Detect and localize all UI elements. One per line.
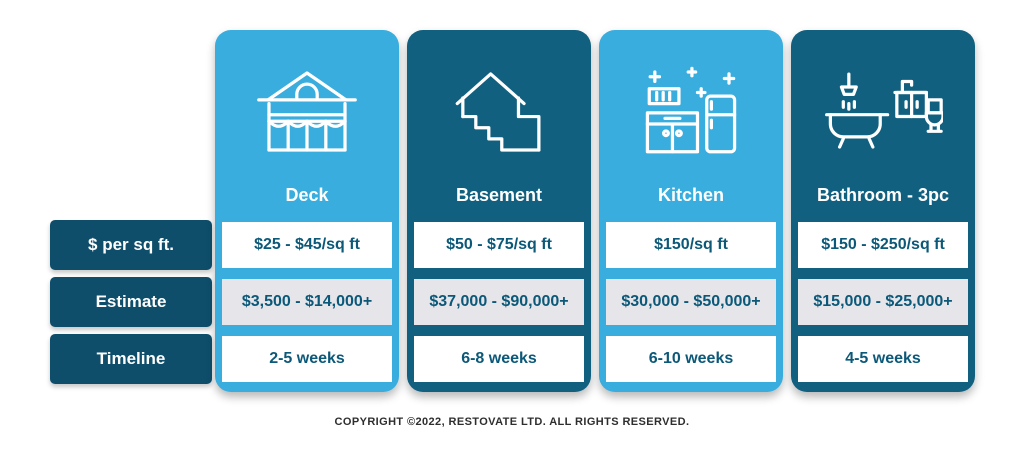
basement-estimate-value: $37,000 - $90,000+ <box>412 277 586 327</box>
column-card-basement: Basement $50 - $75/sq ft $37,000 - $90,0… <box>407 30 591 392</box>
kitchen-icon <box>640 30 742 185</box>
basement-icon <box>448 30 550 185</box>
bathroom-icon <box>823 30 943 185</box>
column-title-deck: Deck <box>285 185 329 205</box>
deck-timeline-value: 2-5 weeks <box>220 334 394 384</box>
bathroom-header: Bathroom - 3pc <box>796 30 970 214</box>
column-card-bathroom: Bathroom - 3pc $150 - $250/sq ft $15,000… <box>791 30 975 392</box>
basement-cells: $50 - $75/sq ft $37,000 - $90,000+ 6-8 w… <box>412 214 586 384</box>
deck-cells: $25 - $45/sq ft $3,500 - $14,000+ 2-5 we… <box>220 214 394 384</box>
row-label-timeline: Timeline <box>50 334 212 384</box>
column-title-basement: Basement <box>455 185 543 205</box>
bathroom-cells: $150 - $250/sq ft $15,000 - $25,000+ 4-5… <box>796 214 970 384</box>
copyright-text: COPYRIGHT ©2022, RESTOVATE LTD. ALL RIGH… <box>334 416 690 428</box>
bathroom-estimate-value: $15,000 - $25,000+ <box>796 277 970 327</box>
basement-per-sqft-value: $50 - $75/sq ft <box>412 220 586 270</box>
kitchen-cells: $150/sq ft $30,000 - $50,000+ 6-10 weeks <box>604 214 778 384</box>
basement-timeline-value: 6-8 weeks <box>412 334 586 384</box>
kitchen-timeline-value: 6-10 weeks <box>604 334 778 384</box>
basement-header: Basement <box>412 30 586 214</box>
column-card-deck: Deck $25 - $45/sq ft $3,500 - $14,000+ 2… <box>215 30 399 392</box>
column-title-bathroom: Bathroom - 3pc <box>816 185 949 205</box>
deck-icon <box>256 30 358 185</box>
kitchen-per-sqft-value: $150/sq ft <box>604 220 778 270</box>
deck-per-sqft-value: $25 - $45/sq ft <box>220 220 394 270</box>
row-label-per-sqft: $ per sq ft. <box>50 220 212 270</box>
bathroom-timeline-value: 4-5 weeks <box>796 334 970 384</box>
column-title-kitchen: Kitchen <box>657 185 724 205</box>
row-label-estimate: Estimate <box>50 277 212 327</box>
deck-estimate-value: $3,500 - $14,000+ <box>220 277 394 327</box>
kitchen-estimate-value: $30,000 - $50,000+ <box>604 277 778 327</box>
bathroom-per-sqft-value: $150 - $250/sq ft <box>796 220 970 270</box>
deck-header: Deck <box>220 30 394 214</box>
kitchen-header: Kitchen <box>604 30 778 214</box>
column-card-kitchen: Kitchen $150/sq ft $30,000 - $50,000+ 6-… <box>599 30 783 392</box>
